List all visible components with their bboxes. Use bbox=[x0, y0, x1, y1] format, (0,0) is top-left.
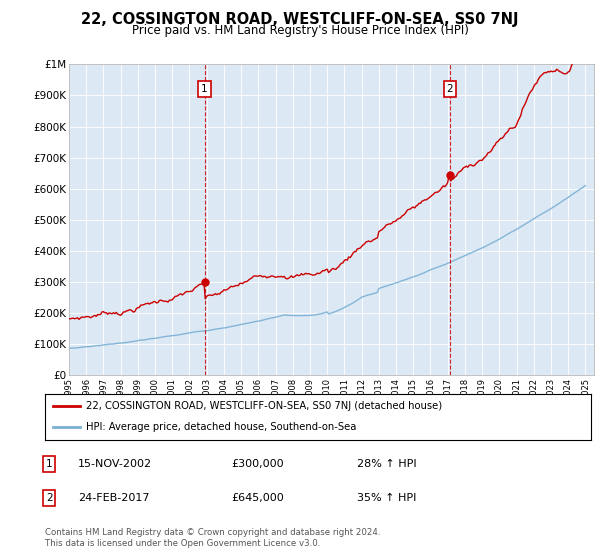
Text: Contains HM Land Registry data © Crown copyright and database right 2024.
This d: Contains HM Land Registry data © Crown c… bbox=[45, 528, 380, 548]
Text: £645,000: £645,000 bbox=[231, 493, 284, 503]
Text: 22, COSSINGTON ROAD, WESTCLIFF-ON-SEA, SS0 7NJ (detached house): 22, COSSINGTON ROAD, WESTCLIFF-ON-SEA, S… bbox=[86, 401, 442, 411]
Text: 1: 1 bbox=[201, 84, 208, 94]
Text: £300,000: £300,000 bbox=[231, 459, 284, 469]
Text: 28% ↑ HPI: 28% ↑ HPI bbox=[357, 459, 416, 469]
Text: 2: 2 bbox=[446, 84, 453, 94]
Text: 2: 2 bbox=[46, 493, 53, 503]
Text: 35% ↑ HPI: 35% ↑ HPI bbox=[357, 493, 416, 503]
Text: 1: 1 bbox=[46, 459, 53, 469]
Text: HPI: Average price, detached house, Southend-on-Sea: HPI: Average price, detached house, Sout… bbox=[86, 422, 356, 432]
Text: 22, COSSINGTON ROAD, WESTCLIFF-ON-SEA, SS0 7NJ: 22, COSSINGTON ROAD, WESTCLIFF-ON-SEA, S… bbox=[81, 12, 519, 27]
Text: Price paid vs. HM Land Registry's House Price Index (HPI): Price paid vs. HM Land Registry's House … bbox=[131, 24, 469, 36]
Text: 24-FEB-2017: 24-FEB-2017 bbox=[78, 493, 149, 503]
Text: 15-NOV-2002: 15-NOV-2002 bbox=[78, 459, 152, 469]
